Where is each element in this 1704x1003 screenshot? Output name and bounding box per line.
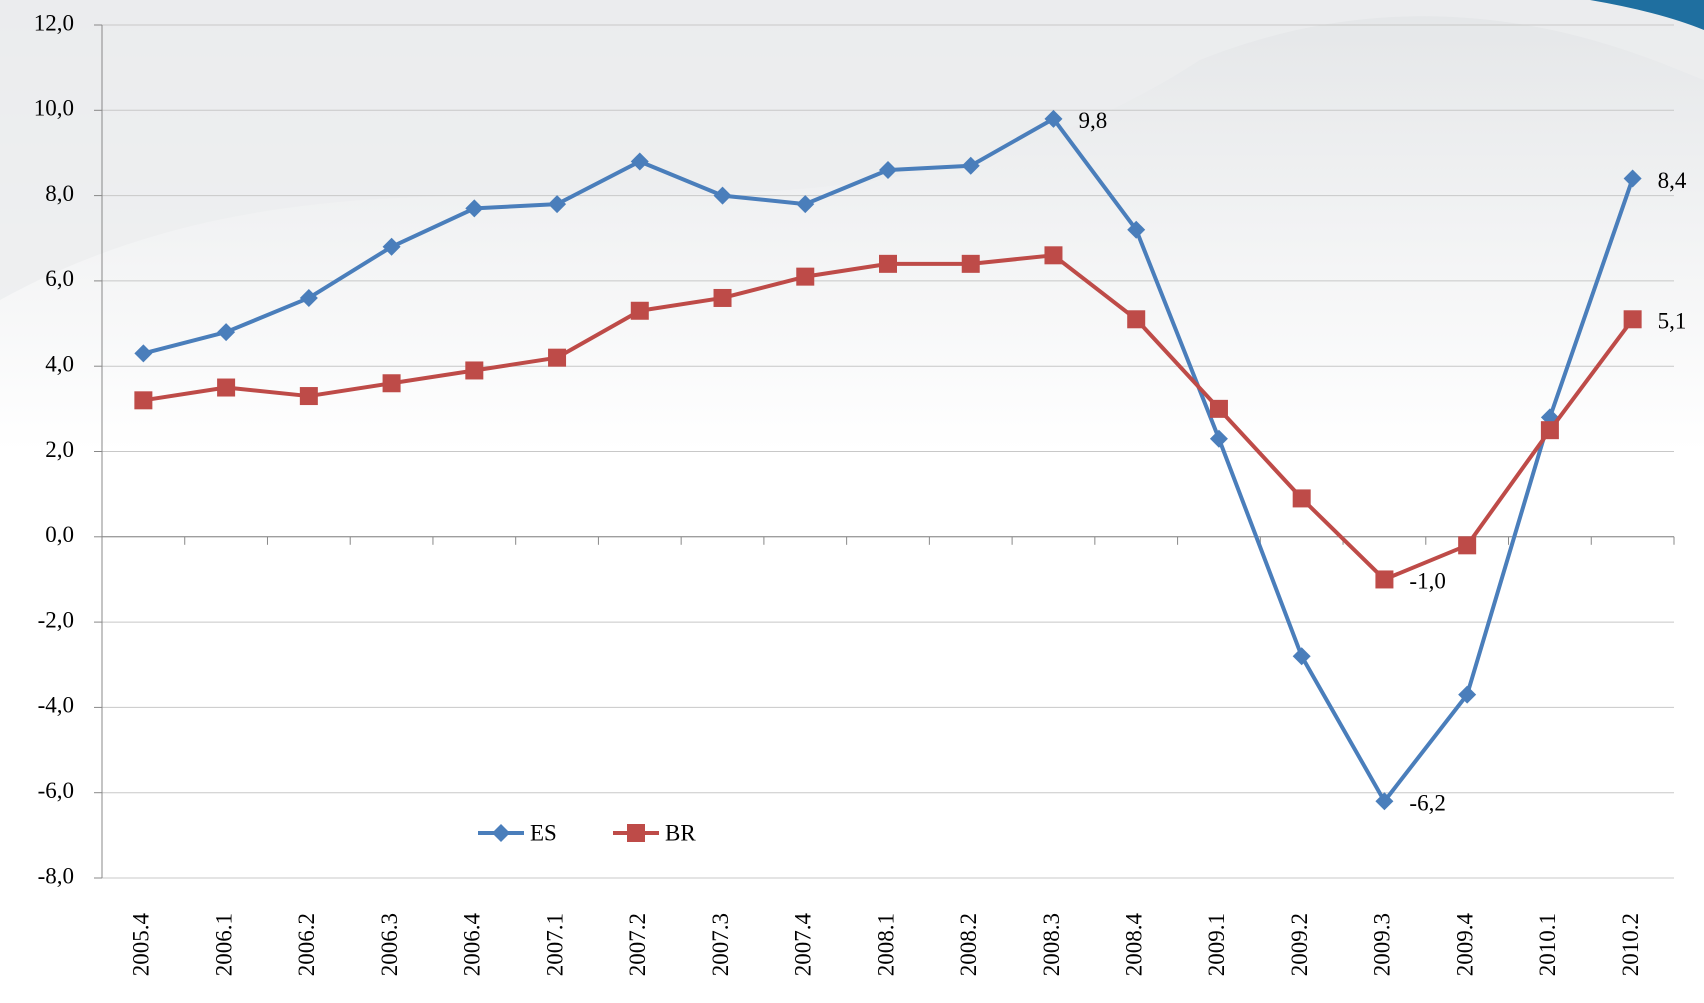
y-tick-label: 4,0 (45, 351, 74, 376)
x-tick-label: 2008.2 (956, 913, 981, 976)
x-tick-label: 2007.1 (542, 913, 567, 976)
x-tick-label: 2010.1 (1535, 913, 1560, 976)
x-tick-label: 2008.4 (1121, 913, 1146, 977)
x-tick-label: 2006.3 (377, 913, 402, 976)
x-tick-label: 2009.1 (1204, 913, 1229, 976)
y-tick-label: 10,0 (34, 96, 74, 121)
y-tick-label: -8,0 (38, 863, 74, 888)
y-tick-label: -2,0 (38, 607, 74, 632)
data-label: -1,0 (1409, 569, 1445, 594)
data-point (796, 268, 814, 286)
y-tick-label: 12,0 (34, 10, 74, 35)
y-tick-label: -6,0 (38, 778, 74, 803)
data-point (300, 387, 318, 405)
x-tick-label: 2008.1 (873, 913, 898, 976)
x-tick-label: 2007.4 (791, 913, 816, 977)
x-tick-label: 2006.2 (294, 913, 319, 976)
x-tick-label: 2009.4 (1452, 913, 1477, 977)
data-point (962, 255, 980, 273)
legend-label: ES (530, 820, 557, 845)
x-tick-label: 2008.3 (1039, 913, 1064, 976)
data-point (465, 361, 483, 379)
data-point (217, 379, 235, 397)
data-point (548, 349, 566, 367)
legend-marker (627, 824, 645, 842)
data-point (631, 302, 649, 320)
data-label: 9,8 (1078, 108, 1107, 133)
data-point (1293, 489, 1311, 507)
data-point (383, 374, 401, 392)
data-point (714, 289, 732, 307)
data-point (1541, 421, 1559, 439)
legend-label: BR (665, 820, 696, 845)
x-tick-label: 2006.1 (211, 913, 236, 976)
data-label: 8,4 (1658, 168, 1687, 193)
x-tick-label: 2009.3 (1370, 913, 1395, 976)
chart: -8,0 -6,0 -4,0 -2,0 0,0 2,0 4,0 6,0 8,0 10,0 12,0 2… (0, 0, 1704, 1003)
x-tick-label: 2010.2 (1618, 913, 1643, 976)
data-point (1044, 246, 1062, 264)
data-label: 5,1 (1658, 309, 1687, 334)
data-point (1624, 310, 1642, 328)
data-point (1210, 400, 1228, 418)
y-tick-label: 6,0 (45, 266, 74, 291)
data-point (1375, 570, 1393, 588)
x-tick-label: 2009.2 (1287, 913, 1312, 976)
y-tick-label: 0,0 (45, 522, 74, 547)
x-tick-label: 2006.4 (460, 913, 485, 977)
data-point (134, 391, 152, 409)
x-tick-label: 2007.3 (708, 913, 733, 976)
x-tick-label: 2005.4 (129, 913, 154, 977)
data-point (1127, 310, 1145, 328)
y-tick-label: 2,0 (45, 437, 74, 462)
data-point (879, 255, 897, 273)
data-point (1458, 536, 1476, 554)
data-label: -6,2 (1409, 791, 1445, 816)
x-tick-label: 2007.2 (625, 913, 650, 976)
y-tick-label: 8,0 (45, 181, 74, 206)
y-tick-label: -4,0 (38, 693, 74, 718)
